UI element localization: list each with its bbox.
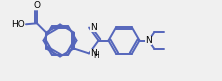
Text: H: H [94,51,99,60]
Text: O: O [34,1,40,10]
Text: HO: HO [11,20,25,29]
Text: N: N [145,36,152,45]
Text: N: N [90,23,97,32]
Text: N: N [90,49,97,58]
